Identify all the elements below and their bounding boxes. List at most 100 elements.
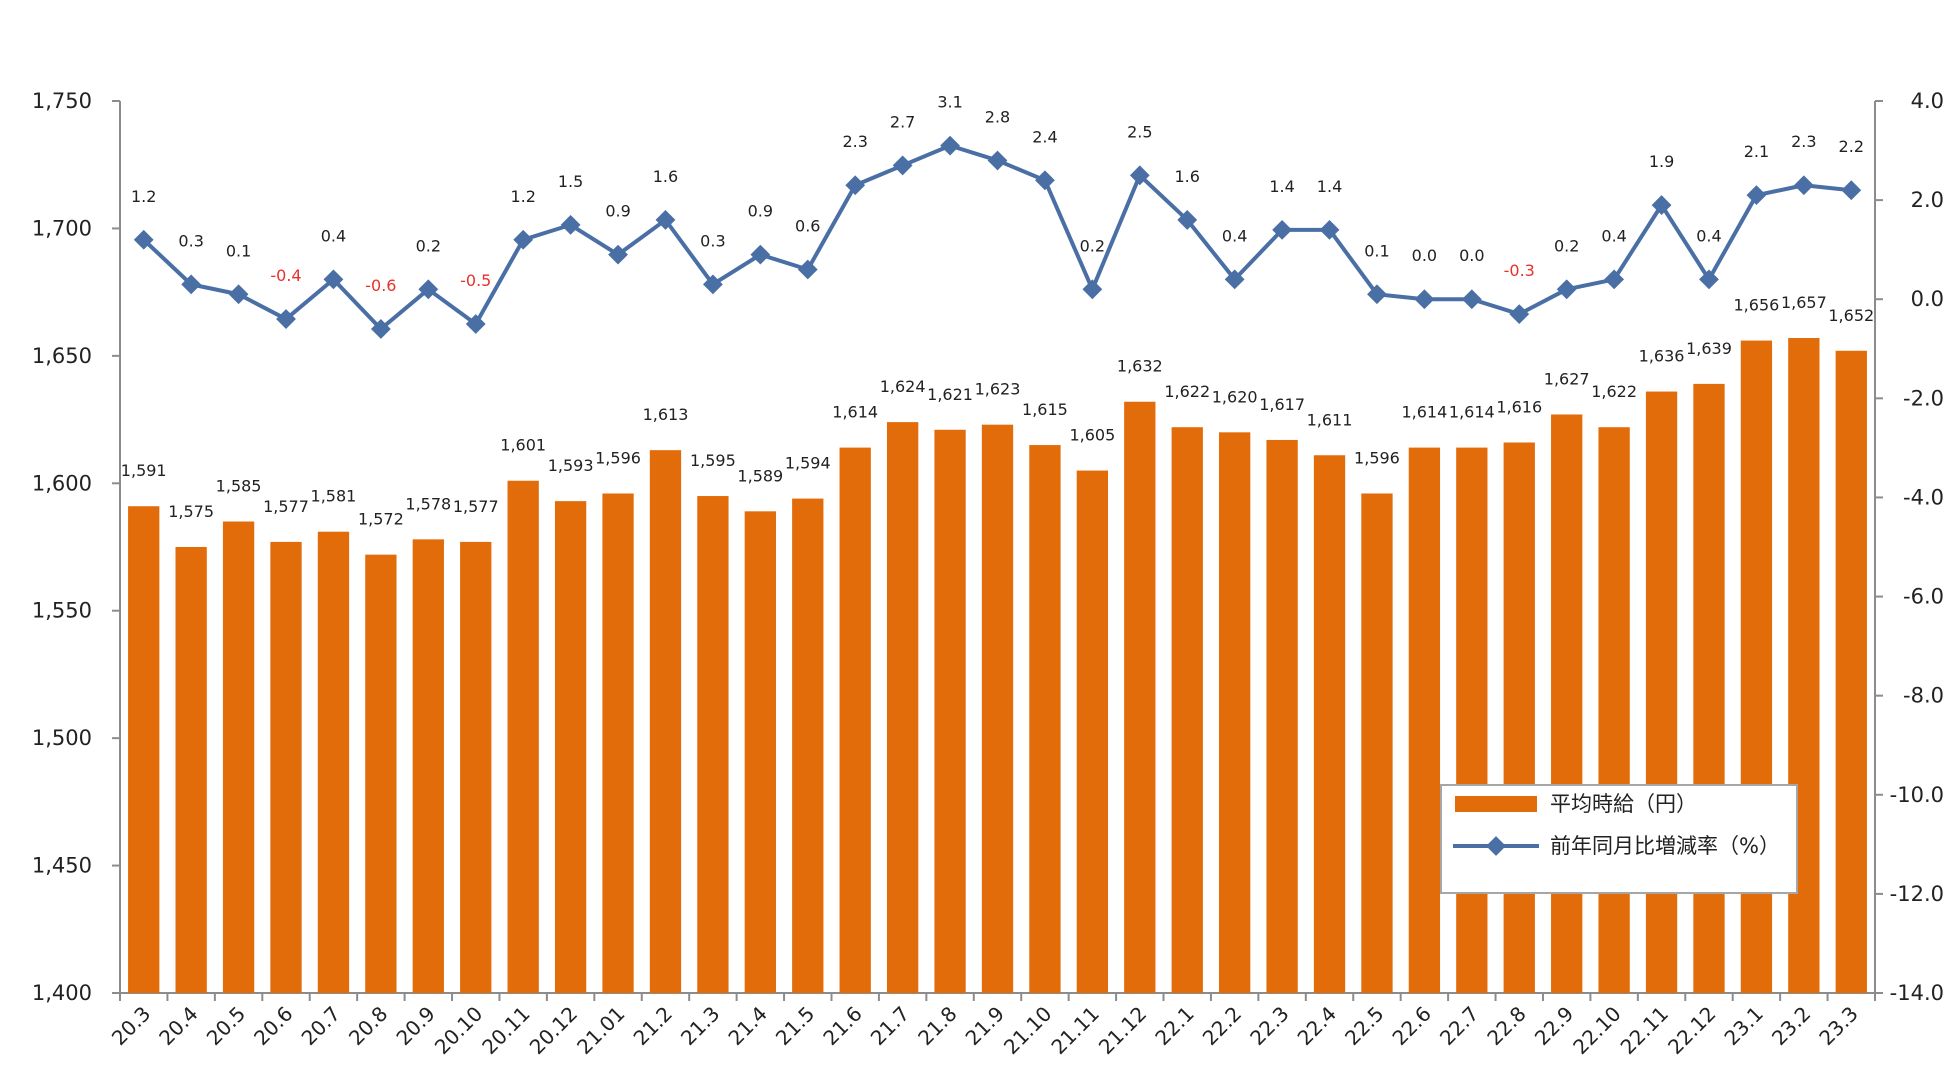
line-marker bbox=[323, 269, 344, 290]
right-axis-tick-label: -14.0 bbox=[1890, 981, 1944, 1005]
bar-value-label: 1,615 bbox=[1022, 400, 1068, 419]
x-axis-tick-label: 22.8 bbox=[1482, 1002, 1530, 1050]
bar-value-label: 1,652 bbox=[1828, 306, 1874, 325]
bar-value-label: 1,577 bbox=[453, 497, 499, 516]
line-marker bbox=[228, 284, 249, 305]
bar-value-label: 1,613 bbox=[643, 405, 689, 424]
bar bbox=[1313, 455, 1346, 993]
right-axis-tick-label: -4.0 bbox=[1903, 485, 1944, 509]
line-value-label: 0.2 bbox=[416, 236, 441, 255]
bar bbox=[1788, 338, 1820, 993]
line-value-label: 2.5 bbox=[1127, 122, 1152, 141]
bar bbox=[507, 480, 539, 993]
line-marker bbox=[1509, 304, 1530, 324]
line-marker bbox=[560, 214, 581, 235]
bar-value-label: 1,578 bbox=[405, 494, 451, 513]
line-value-label: 2.3 bbox=[842, 132, 867, 151]
x-axis-tick-label: 21.6 bbox=[818, 1002, 866, 1050]
line-value-label: -0.3 bbox=[1504, 261, 1535, 280]
x-axis-tick-label: 21.12 bbox=[1094, 1002, 1151, 1059]
bar-value-label: 1,620 bbox=[1212, 387, 1258, 406]
x-axis-tick-label: 22.12 bbox=[1663, 1002, 1720, 1059]
x-axis-tick-label: 21.8 bbox=[913, 1002, 961, 1050]
line-marker bbox=[750, 244, 771, 265]
bar-value-label: 1,657 bbox=[1781, 293, 1827, 312]
line-marker bbox=[465, 314, 486, 334]
x-axis-tick-label: 21.2 bbox=[629, 1002, 677, 1050]
bar bbox=[270, 541, 302, 993]
x-axis-tick-label: 22.1 bbox=[1150, 1002, 1198, 1050]
x-axis-tick-label: 20.4 bbox=[154, 1002, 202, 1050]
x-axis-tick-label: 20.11 bbox=[477, 1002, 534, 1059]
bar-value-label: 1,605 bbox=[1069, 426, 1115, 445]
line-marker bbox=[1746, 185, 1767, 206]
bar bbox=[175, 547, 207, 993]
bar bbox=[649, 450, 682, 993]
line-value-label: 0.9 bbox=[605, 202, 630, 221]
right-axis-tick-label: -10.0 bbox=[1890, 783, 1944, 807]
bar-value-label: 1,622 bbox=[1591, 382, 1637, 401]
line-marker bbox=[1035, 170, 1055, 191]
bar bbox=[1124, 401, 1156, 993]
bar-value-label: 1,595 bbox=[690, 451, 736, 470]
bar bbox=[1266, 439, 1298, 994]
x-axis-tick-label: 22.3 bbox=[1245, 1002, 1293, 1050]
right-axis-tick-label: -2.0 bbox=[1903, 386, 1944, 410]
bar bbox=[1219, 432, 1251, 993]
bar-value-label: 1,616 bbox=[1496, 398, 1542, 417]
line-value-label: 0.1 bbox=[226, 241, 251, 260]
x-axis-tick-label: 22.7 bbox=[1435, 1002, 1483, 1050]
line-marker bbox=[1651, 195, 1672, 215]
bar bbox=[317, 531, 350, 993]
x-axis-tick-label: 23.1 bbox=[1719, 1002, 1767, 1050]
line-value-label: 0.6 bbox=[795, 216, 820, 235]
line-value-label: 0.3 bbox=[700, 231, 725, 250]
line-value-label: 1.2 bbox=[510, 187, 535, 206]
left-axis-tick-label: 1,550 bbox=[32, 599, 92, 623]
line-marker bbox=[1793, 175, 1814, 196]
line-value-label: 2.8 bbox=[985, 107, 1010, 126]
line-marker bbox=[1461, 289, 1482, 310]
bar-value-label: 1,594 bbox=[785, 454, 831, 473]
bar-value-label: 1,621 bbox=[927, 385, 973, 404]
left-axis-tick-label: 1,450 bbox=[32, 854, 92, 878]
line-value-label: 2.3 bbox=[1791, 132, 1816, 151]
line-value-label: 0.4 bbox=[321, 226, 346, 245]
left-axis-tick-label: 1,700 bbox=[32, 216, 92, 240]
line-value-label: -0.6 bbox=[365, 276, 396, 295]
bar bbox=[1551, 414, 1583, 994]
line-value-label: 2.7 bbox=[890, 112, 915, 131]
bar bbox=[1076, 470, 1109, 993]
bar bbox=[554, 501, 587, 993]
line-marker bbox=[1224, 269, 1245, 290]
right-axis-tick-label: 4.0 bbox=[1911, 89, 1944, 113]
right-axis-tick-label: -12.0 bbox=[1890, 882, 1944, 906]
bar-value-label: 1,632 bbox=[1117, 357, 1163, 376]
bar-value-label: 1,622 bbox=[1164, 382, 1210, 401]
bar bbox=[1171, 427, 1203, 993]
line-marker bbox=[1129, 165, 1150, 186]
x-axis-tick-label: 20.7 bbox=[297, 1002, 345, 1050]
bar-value-label: 1,614 bbox=[832, 403, 878, 422]
x-axis-tick-label: 22.10 bbox=[1568, 1002, 1625, 1059]
x-axis-tick-label: 21.10 bbox=[999, 1002, 1056, 1059]
bar bbox=[1693, 383, 1725, 993]
bar-value-label: 1,656 bbox=[1734, 296, 1780, 315]
line-value-label: 0.4 bbox=[1696, 226, 1721, 245]
bar-value-label: 1,614 bbox=[1449, 403, 1495, 422]
line-marker bbox=[1699, 269, 1719, 290]
x-axis-tick-label: 23.3 bbox=[1814, 1002, 1862, 1050]
bar bbox=[1503, 442, 1535, 994]
bar bbox=[744, 511, 776, 993]
x-axis-tick-label: 21.3 bbox=[676, 1002, 724, 1050]
bar bbox=[1740, 340, 1773, 994]
x-axis-tick-label: 23.2 bbox=[1767, 1002, 1815, 1050]
line-value-label: 0.9 bbox=[748, 202, 773, 221]
line-marker bbox=[1414, 289, 1435, 310]
legend-line-label: 前年同月比増減率（%） bbox=[1550, 834, 1780, 858]
right-axis-tick-label: -6.0 bbox=[1903, 585, 1944, 609]
line-value-label: 3.1 bbox=[937, 93, 962, 112]
bar-value-label: 1,581 bbox=[311, 487, 357, 506]
legend-bar-label: 平均時給（円） bbox=[1550, 792, 1697, 816]
